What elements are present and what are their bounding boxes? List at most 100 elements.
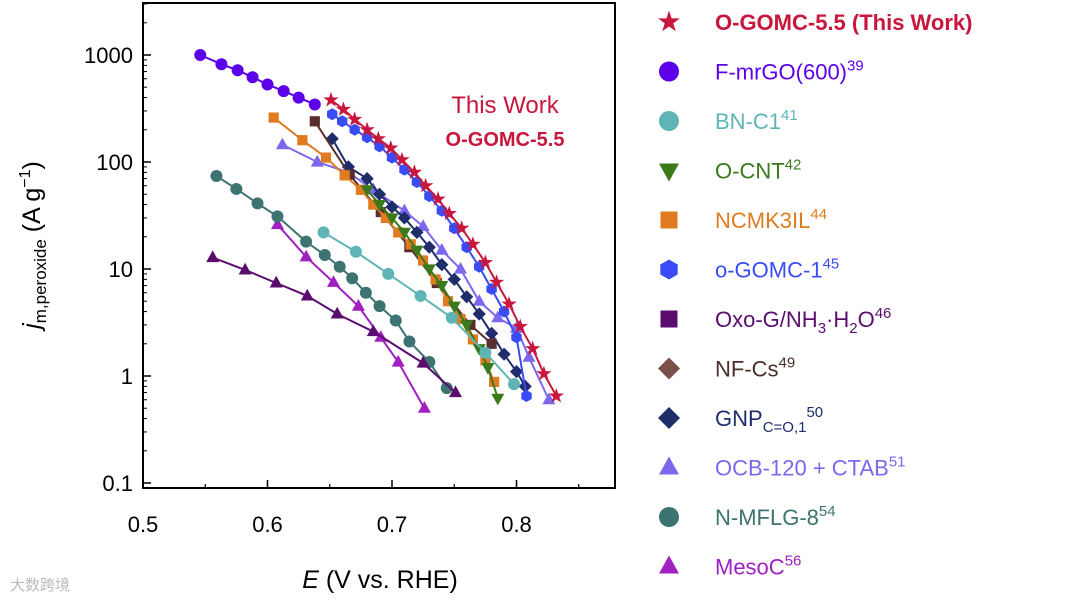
legend-marker-tri-up-icon — [659, 456, 679, 475]
data-point — [422, 264, 436, 277]
data-point — [300, 235, 313, 248]
data-point — [230, 182, 243, 195]
data-point — [366, 324, 380, 337]
data-point — [422, 240, 436, 254]
data-point — [445, 311, 458, 324]
data-point — [447, 272, 461, 286]
data-point — [410, 225, 424, 239]
data-point — [416, 219, 430, 231]
data-point — [497, 347, 511, 361]
legend-item: NCMK3IL44 — [660, 206, 827, 233]
data-point — [460, 290, 474, 304]
legend-label: O-CNT42 — [715, 157, 801, 184]
data-point — [397, 211, 411, 225]
legend-text: NCMK3IL — [715, 208, 810, 233]
series-bn-c1 — [317, 226, 521, 391]
plot-frame — [142, 2, 616, 489]
legend-item: o-GOMC-145 — [660, 256, 839, 283]
legend-ref-sup: 42 — [785, 157, 802, 174]
data-point — [525, 340, 541, 356]
data-point — [277, 85, 290, 98]
data-point — [320, 152, 332, 163]
legend-item: OCB-120 + CTAB51 — [659, 454, 906, 481]
series-line — [212, 256, 457, 394]
data-point — [317, 226, 330, 239]
legend-marker-circle-icon — [659, 507, 679, 527]
data-point — [385, 200, 399, 214]
watermark: 大数跨境 — [10, 576, 70, 594]
data-point — [370, 130, 386, 146]
data-point — [414, 289, 427, 302]
legend-text: O — [858, 307, 875, 332]
data-point — [486, 338, 497, 349]
legend-ref-sup: 56 — [785, 553, 802, 570]
axes: 0.5 0.6 0.7 0.8 1000 100 10 1 0.1 — [84, 3, 580, 537]
legend-ref-sup: 41 — [781, 107, 798, 124]
x-axis-label: E (V vs. RHE) — [302, 566, 458, 594]
legend-item: GNPC=O,150 — [658, 404, 823, 436]
data-point — [269, 275, 283, 288]
data-point — [335, 101, 352, 116]
data-point — [501, 296, 517, 311]
data-point — [397, 227, 411, 240]
y-tick-label: 100 — [96, 150, 133, 175]
data-point — [330, 306, 344, 319]
data-point — [271, 217, 284, 230]
series-line — [331, 138, 527, 387]
data-point — [391, 354, 405, 367]
series-f-mrgo-600- — [194, 49, 321, 111]
legend-label: MesoC56 — [715, 553, 801, 580]
legend-label: N-MFLG-854 — [715, 503, 836, 530]
legend-marker-tri-up-icon — [659, 555, 679, 574]
data-point — [485, 326, 499, 340]
data-point — [548, 388, 564, 403]
data-point — [522, 350, 536, 362]
legend-text: o-GOMC-1 — [715, 258, 823, 283]
data-point — [435, 243, 449, 255]
data-point — [430, 191, 446, 206]
x-tick-label: 0.5 — [128, 512, 159, 537]
data-point — [509, 365, 524, 379]
legend-marker-star-icon — [658, 10, 680, 32]
legend-sub: C=O,1 — [763, 419, 807, 436]
data-point — [449, 385, 462, 398]
legend-marker-circle-icon — [659, 111, 679, 131]
data-point — [360, 185, 374, 197]
data-point — [194, 49, 207, 61]
data-point — [271, 210, 284, 223]
y-axis-label: jm,peroxide (A g−1) — [17, 161, 50, 332]
legend-ref-sup: 39 — [847, 58, 864, 75]
x-axis-label-var: E — [302, 566, 319, 594]
legend-item: MesoC56 — [659, 553, 801, 580]
annotation-o-gomc: O-GOMC-5.5 — [446, 129, 565, 151]
legend-marker-tri-down-icon — [659, 163, 679, 182]
legend-text: Oxo-G/NH — [715, 307, 818, 332]
series-nf-cs — [206, 250, 462, 398]
data-point — [339, 170, 350, 181]
legend-text: OCB-120 + CTAB — [715, 456, 889, 481]
legend-marker-square-icon — [660, 211, 678, 229]
data-point — [385, 213, 399, 226]
data-point — [327, 275, 340, 287]
legend: O-GOMC-5.5 (This Work) F-mrGO(600)39 BN-C1… — [658, 10, 973, 580]
data-point — [251, 197, 264, 210]
y-axis-label-unit: (A g — [18, 188, 46, 239]
legend-label: BN-C141 — [715, 107, 798, 134]
data-point — [435, 258, 449, 272]
data-point — [508, 378, 521, 391]
legend-item: BN-C141 — [659, 107, 798, 134]
legend-text: O-CNT — [715, 159, 785, 184]
series-n-mflg-8 — [210, 169, 453, 395]
data-point — [479, 346, 492, 359]
y-tick-label: 0.1 — [102, 471, 133, 496]
data-point — [297, 135, 308, 146]
data-point — [406, 164, 423, 179]
data-point — [210, 169, 223, 182]
data-point — [454, 261, 467, 274]
data-point — [416, 355, 430, 368]
data-point — [206, 250, 220, 263]
legend-ref-sup: 49 — [779, 355, 796, 372]
series-gnp-c-o-1 — [325, 132, 532, 393]
data-point — [238, 262, 252, 275]
